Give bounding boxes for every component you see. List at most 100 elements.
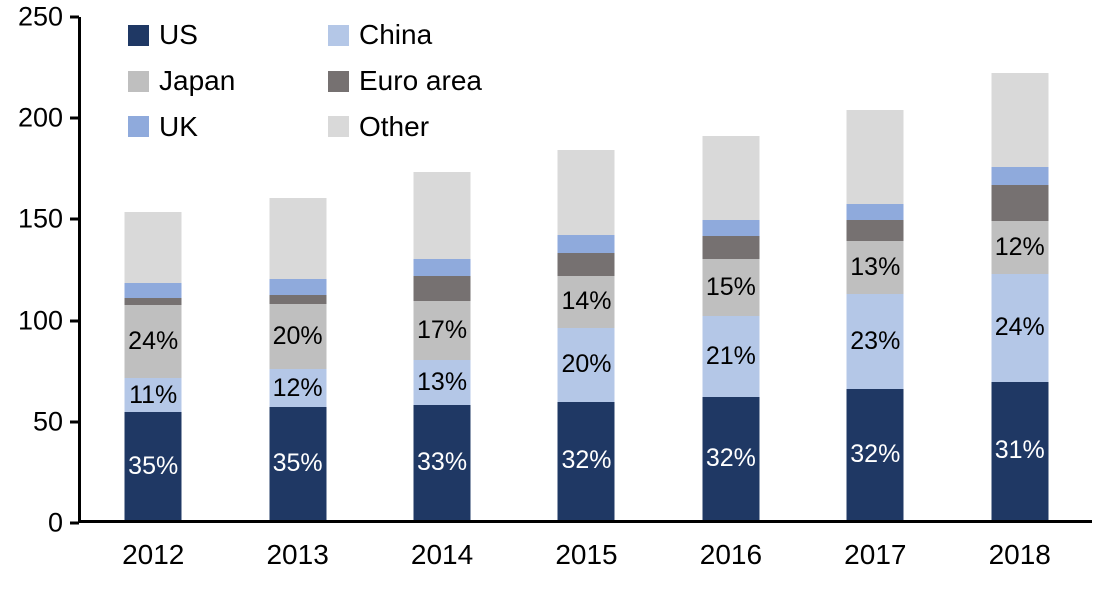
y-axis-tick-label: 0 [47,507,63,538]
y-axis-tick-label: 150 [17,203,63,234]
y-axis-tick-mark [70,15,79,19]
bar-column-2014: 33% 13% 17% 2014 [370,17,514,569]
bar-segment-other [991,73,1049,168]
data-label-us: 31% [994,436,1045,465]
bar-segment-uk [702,220,760,236]
x-axis-label-2012: 2012 [122,539,185,570]
bar-segment-china: 21% [702,316,760,398]
legend-item-other: Other [328,110,482,143]
bar-segment-uk [124,282,182,299]
data-label-us: 32% [705,444,756,473]
bar-segment-euro-area [702,235,760,259]
bar-segment-uk [269,278,327,295]
data-label-japan: 24% [128,326,179,355]
bar-segment-uk [413,258,471,277]
bar-segment-us: 31% [991,381,1049,520]
x-axis-label-2015: 2015 [555,539,618,570]
data-label-us: 35% [128,451,179,480]
data-label-us: 32% [850,439,901,468]
y-axis-tick-100: 100 [18,307,79,334]
bar-segment-other [124,212,182,283]
bar-segment-other [846,109,904,205]
bar-2018: 31% 24% 12% [991,17,1049,520]
bar-segment-euro-area [269,294,327,305]
y-axis-tick-mark [70,521,79,525]
bar-segment-us: 35% [124,412,182,520]
legend-label-us: US [159,19,198,50]
bar-2012: 35% 11% 24% [124,17,182,520]
data-label-china: 13% [417,368,468,397]
bar-segment-uk [557,234,615,254]
bar-column-2016: 32% 21% 15% 2016 [659,17,803,569]
data-label-china: 11% [129,380,178,409]
y-axis-tick-150: 150 [17,203,79,234]
y-axis-tick-250: 250 [18,3,79,31]
y-axis-tick-mark [70,420,79,424]
bar-segment-japan: 20% [269,304,327,369]
legend-label-japan: Japan [159,64,236,96]
legend-swatch-us [128,24,149,46]
legend-item-china: China [328,19,482,51]
y-axis-tick-label: 100 [17,305,63,336]
bar-2015: 32% 20% 14% [557,17,615,520]
data-label-japan: 17% [417,315,468,344]
legend-label-uk: UK [159,110,198,142]
y-axis-tick-label: 50 [32,406,63,437]
bar-segment-euro-area [124,298,182,305]
bar-segment-japan: 17% [413,300,471,360]
bars: 35% 11% 24% 2012 35% 12% 20% 2013 33% 13% 17% 2014 3… [81,17,1092,569]
bar-2014: 33% 13% 17% [413,17,471,520]
data-label-china: 23% [850,326,901,355]
bar-segment-euro-area [846,220,904,241]
bar-column-2017: 32% 23% 13% 2017 [803,17,947,569]
bar-segment-uk [846,204,904,221]
data-label-japan: 14% [561,287,612,316]
legend-swatch-other [328,116,349,138]
plot-area: 35% 11% 24% 2012 35% 12% 20% 2013 33% 13% 17% 2014 3… [78,17,1092,569]
bar-segment-japan: 14% [557,275,615,328]
bar-segment-euro-area [557,253,615,276]
x-axis-label-2018: 2018 [988,539,1051,570]
bar-2017: 32% 23% 13% [846,17,904,520]
data-label-china: 20% [561,350,612,379]
bar-segment-us: 32% [702,397,760,520]
bar-segment-other [557,149,615,235]
bar-column-2018: 31% 24% 12% 2018 [948,17,1092,569]
bar-segment-us: 33% [413,405,471,520]
data-label-japan: 15% [705,273,756,302]
bar-segment-us: 32% [557,401,615,520]
data-label-japan: 12% [994,233,1045,262]
data-label-japan: 13% [850,253,901,282]
bar-segment-china: 13% [413,359,471,406]
x-axis-label-2014: 2014 [410,539,474,570]
data-label-japan: 20% [272,322,323,351]
legend-swatch-japan [128,70,149,92]
bar-segment-us: 32% [846,388,904,520]
data-label-us: 32% [561,446,612,475]
bar-2016: 32% 21% 15% [702,17,760,520]
bar-segment-china: 20% [557,327,615,402]
y-axis: 0 50 100 150 200 250 [0,3,79,536]
legend-label-other: Other [359,110,430,142]
y-axis-tick-label: 200 [17,102,63,133]
bar-segment-china: 11% [124,378,182,413]
bar-segment-other [413,171,471,259]
bar-segment-china: 23% [846,294,904,389]
y-axis-tick-0: 0 [47,507,79,538]
y-axis-tick-mark [70,116,79,120]
data-label-china: 21% [705,342,756,371]
legend: US China Japan Euro area UK Other [128,19,482,143]
y-axis-tick-mark [70,217,79,221]
data-label-china: 24% [994,313,1045,342]
legend-swatch-china [328,24,349,46]
legend-swatch-euro-area [328,70,349,92]
bar-column-2013: 35% 12% 20% 2013 [225,17,369,569]
legend-item-us: US [128,19,328,51]
bar-segment-japan: 24% [124,304,182,379]
legend-label-euro-area: Euro area [359,64,482,96]
bar-segment-euro-area [991,185,1049,221]
y-axis-tick-50: 50 [33,408,79,435]
bar-segment-other [702,135,760,221]
data-label-us: 33% [417,448,468,477]
legend-item-uk: UK [128,110,328,143]
